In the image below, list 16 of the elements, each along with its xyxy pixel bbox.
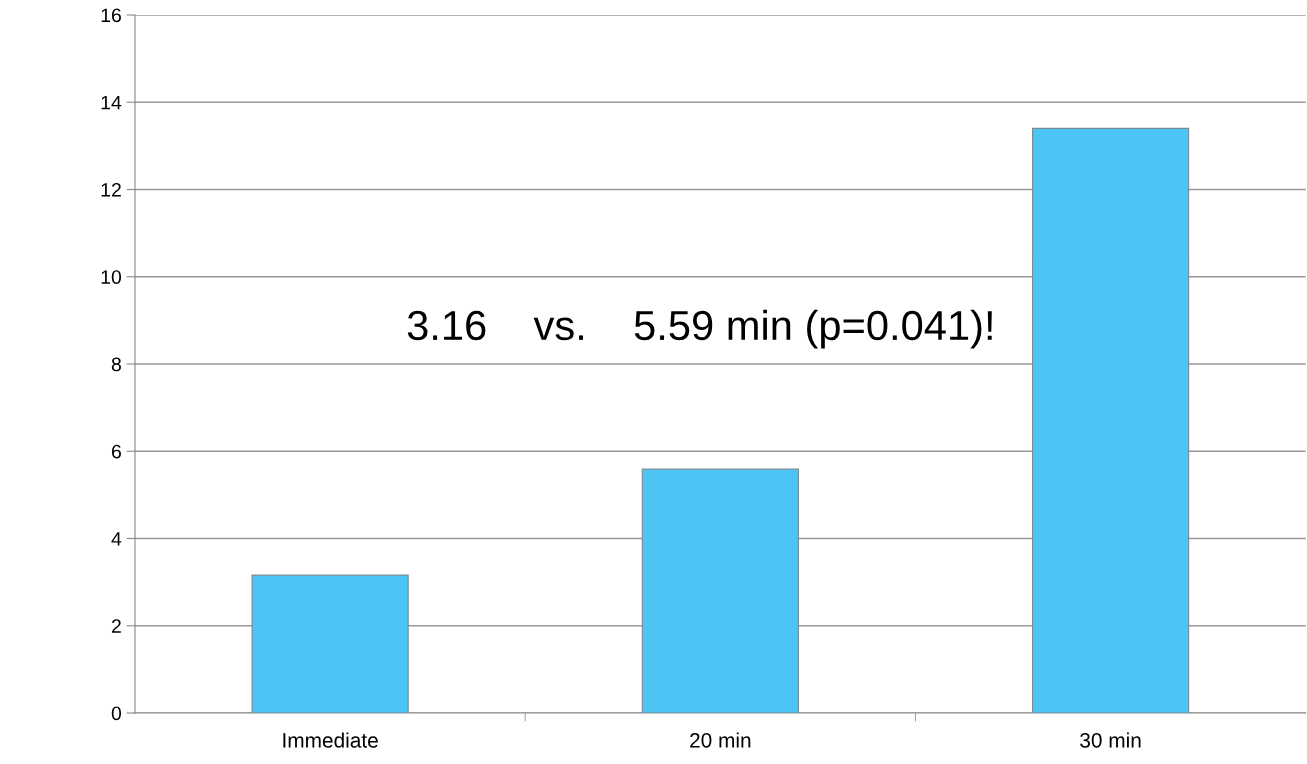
x-tick-label: 20 min — [690, 732, 751, 748]
bar — [251, 574, 409, 713]
y-tick-label: 10 — [101, 270, 122, 284]
y-tick-label: 4 — [111, 532, 122, 546]
y-tick-label: 6 — [111, 444, 121, 459]
y-tick-label: 0 — [111, 706, 122, 721]
bar — [1031, 127, 1190, 713]
y-tick-label: 14 — [101, 95, 122, 110]
y-tick-label: 16 — [101, 8, 121, 23]
y-tick-label: 12 — [101, 182, 121, 197]
y-tick-label: 8 — [111, 357, 121, 372]
x-tick-label: Immediate — [283, 732, 378, 748]
x-tick-label: 30 min — [1080, 732, 1141, 748]
annotation: 3.16 vs. 5.59 min (p=0.041)! — [407, 309, 992, 349]
bar — [641, 468, 799, 713]
y-tick-label: 2 — [111, 619, 121, 633]
